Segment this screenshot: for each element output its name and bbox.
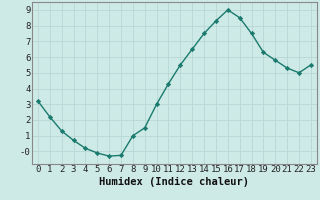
X-axis label: Humidex (Indice chaleur): Humidex (Indice chaleur) (100, 177, 249, 187)
